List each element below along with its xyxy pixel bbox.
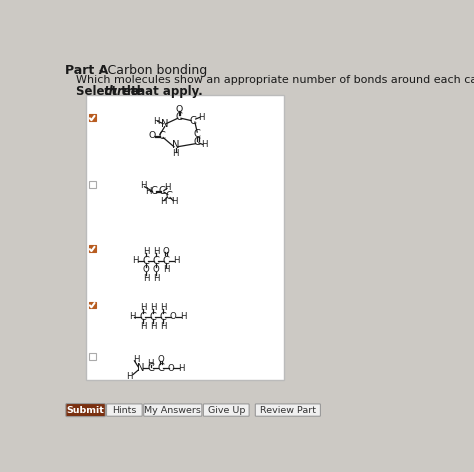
Text: H: H [145, 187, 152, 196]
Text: C: C [143, 256, 149, 266]
Text: H: H [150, 321, 156, 331]
Text: C: C [165, 191, 172, 201]
Text: O: O [149, 131, 156, 141]
Text: C: C [163, 256, 170, 266]
Text: H: H [134, 355, 140, 364]
FancyBboxPatch shape [66, 404, 105, 417]
Text: H: H [140, 182, 146, 191]
Text: H: H [153, 117, 159, 126]
Text: O: O [157, 355, 164, 364]
Text: H: H [147, 359, 154, 368]
Text: that apply.: that apply. [128, 85, 203, 98]
Text: O: O [170, 312, 176, 321]
Text: C: C [159, 186, 166, 196]
FancyBboxPatch shape [89, 114, 96, 121]
Text: Submit: Submit [67, 405, 105, 414]
Text: H: H [127, 371, 133, 381]
FancyBboxPatch shape [107, 404, 142, 416]
Text: H: H [163, 265, 169, 274]
FancyBboxPatch shape [86, 95, 284, 380]
Text: O: O [153, 265, 159, 274]
Text: C: C [147, 363, 154, 373]
Text: H: H [140, 321, 146, 331]
Text: H: H [150, 303, 156, 312]
Text: H: H [160, 197, 166, 206]
FancyBboxPatch shape [89, 353, 96, 360]
Text: O: O [163, 247, 170, 256]
Text: Give Up: Give Up [208, 405, 245, 414]
Text: C: C [189, 116, 196, 126]
Text: H: H [180, 312, 186, 321]
Text: H: H [153, 247, 159, 256]
Text: Which molecules show an appropriate number of bonds around each carbon atom?: Which molecules show an appropriate numb… [76, 75, 474, 85]
Text: C: C [158, 131, 165, 141]
FancyBboxPatch shape [89, 245, 96, 252]
FancyBboxPatch shape [255, 404, 320, 416]
Text: C: C [194, 137, 201, 147]
Text: H: H [143, 247, 149, 256]
Text: C: C [139, 312, 146, 322]
Text: H: H [160, 303, 166, 312]
Text: C: C [176, 112, 183, 122]
Text: H: H [173, 256, 180, 265]
Text: C: C [153, 256, 160, 266]
Text: H: H [143, 274, 149, 283]
Text: C: C [194, 129, 201, 139]
Text: Review Part: Review Part [260, 405, 316, 414]
FancyBboxPatch shape [89, 181, 96, 188]
Text: N: N [137, 363, 145, 373]
Text: H: H [172, 149, 179, 158]
Text: O: O [167, 364, 174, 373]
Text: H: H [164, 183, 171, 192]
Text: C: C [150, 186, 157, 196]
Text: Select the: Select the [76, 85, 148, 98]
Text: H: H [153, 274, 159, 283]
Text: H: H [140, 303, 146, 312]
Text: My Answers: My Answers [145, 405, 201, 414]
Text: C: C [160, 312, 166, 322]
FancyBboxPatch shape [144, 404, 202, 416]
Text: H: H [171, 197, 177, 206]
FancyBboxPatch shape [203, 404, 249, 416]
Text: three: three [103, 85, 139, 98]
Text: - Carbon bonding: - Carbon bonding [95, 64, 207, 77]
Text: O: O [176, 104, 183, 113]
Text: H: H [129, 312, 136, 321]
Text: H: H [178, 364, 184, 373]
Text: Part A: Part A [65, 64, 109, 77]
FancyBboxPatch shape [89, 302, 96, 308]
Text: C: C [150, 312, 156, 322]
Text: Hints: Hints [112, 405, 137, 414]
Text: O: O [143, 265, 149, 274]
Text: N: N [172, 140, 179, 150]
Text: H: H [132, 256, 138, 265]
Text: C: C [157, 363, 164, 373]
Text: N: N [161, 119, 168, 129]
Text: H: H [160, 321, 166, 331]
Text: H: H [201, 140, 208, 149]
Text: H: H [198, 113, 204, 122]
